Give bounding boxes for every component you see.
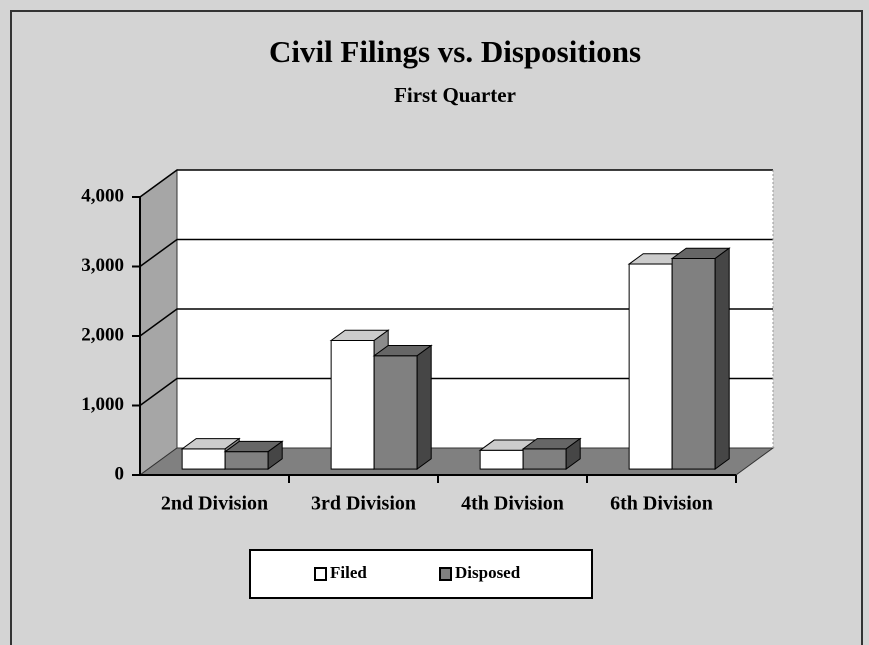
- legend-box: [249, 549, 593, 599]
- bar-front: [479, 449, 524, 470]
- bar-side: [565, 437, 581, 471]
- grid-line: [139, 169, 773, 198]
- x-tick-label: 4th Division: [461, 493, 564, 515]
- y-tick-label: 4,000: [81, 185, 124, 206]
- bar-front: [671, 257, 716, 470]
- legend-label: Disposed: [455, 563, 521, 582]
- y-tick-label: 1,000: [81, 394, 124, 415]
- x-tick-label: 3rd Division: [311, 493, 416, 515]
- grid-line: [139, 377, 773, 407]
- bar-front: [330, 339, 375, 470]
- grid-line: [139, 308, 773, 337]
- bar-front: [181, 448, 226, 470]
- bar-front: [224, 451, 269, 470]
- bar-front: [373, 355, 418, 470]
- chart-title: Civil Filings vs. Dispositions: [269, 34, 641, 69]
- bar-side: [714, 247, 730, 471]
- bar-front: [628, 263, 673, 470]
- bar-side: [416, 344, 432, 471]
- bar-front: [522, 448, 567, 470]
- chart-subtitle: First Quarter: [394, 83, 516, 107]
- y-tick-label: 2,000: [81, 324, 124, 345]
- x-tick-label: 6th Division: [610, 493, 713, 515]
- grid-line: [139, 238, 773, 268]
- chart-border: [10, 10, 863, 645]
- y-tick-label: 0: [115, 463, 125, 484]
- x-tick-label: 2nd Division: [161, 493, 268, 515]
- legend-swatch: [439, 567, 452, 581]
- legend-label: Filed: [330, 563, 367, 582]
- y-tick-label: 3,000: [81, 255, 124, 276]
- legend-swatch: [314, 567, 327, 581]
- bar-side: [267, 440, 283, 471]
